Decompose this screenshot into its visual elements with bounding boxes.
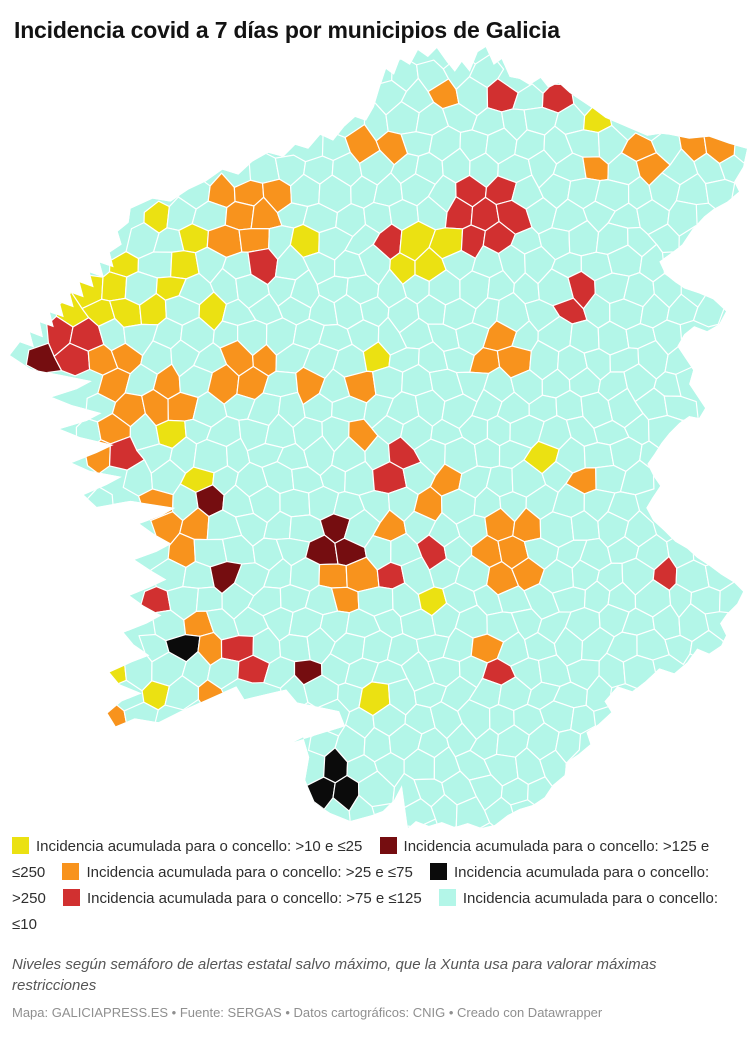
legend-label: Incidencia acumulada para o concello: >2… xyxy=(12,864,710,907)
legend-swatch-red xyxy=(62,889,80,906)
municipality-cell[interactable] xyxy=(473,437,501,469)
municipality-cell[interactable] xyxy=(318,563,348,589)
legend-swatch-orange xyxy=(62,863,80,880)
municipality-cell[interactable] xyxy=(248,152,280,184)
legend-swatch-black xyxy=(429,863,447,880)
credits-line: Mapa: GALICIAPRESS.ES • Fuente: SERGAS •… xyxy=(12,1005,603,1020)
legend-item: Incidencia acumulada para o concello: >2… xyxy=(12,863,710,907)
municipality-cell[interactable] xyxy=(583,441,615,469)
legend-swatch-darkred xyxy=(379,837,397,854)
legend-label: Incidencia acumulada para o concello: >7… xyxy=(86,890,422,907)
municipality-cell[interactable] xyxy=(195,586,223,612)
legend-item: Incidencia acumulada para o concello: >1… xyxy=(12,837,710,881)
legend-swatch-cyan xyxy=(438,889,456,906)
legend-item: Incidencia acumulada para o concello: >2… xyxy=(62,863,413,881)
choropleth-map[interactable] xyxy=(0,44,756,832)
municipality-cell[interactable] xyxy=(582,156,610,182)
footnote: Niveles según semáforo de alertas estata… xyxy=(12,956,657,994)
legend-item: Incidencia acumulada para o concello: >1… xyxy=(12,837,363,855)
galicia-map-svg[interactable] xyxy=(0,44,756,832)
legend-label: Incidencia acumulada para o concello: >2… xyxy=(86,864,413,881)
legend-swatch-yellow xyxy=(12,837,29,854)
legend-label: Incidencia acumulada para o concello: ≤1… xyxy=(12,890,719,933)
municipality-cell[interactable] xyxy=(622,654,657,690)
municipality-cell[interactable] xyxy=(570,704,597,735)
municipality-cell[interactable] xyxy=(224,200,255,231)
municipality-cell[interactable] xyxy=(279,488,311,518)
municipality-cell[interactable] xyxy=(95,654,127,688)
legend-item: Incidencia acumulada para o concello: >7… xyxy=(62,889,422,907)
legend-item: Incidencia acumulada para o concello: ≤1… xyxy=(12,889,719,933)
legend: Incidencia acumulada para o concello: >1… xyxy=(12,834,744,938)
legend-label: Incidencia acumulada para o concello: >1… xyxy=(12,838,710,881)
page-title: Incidencia covid a 7 días por municipios… xyxy=(14,17,560,43)
legend-label: Incidencia acumulada para o concello: >1… xyxy=(36,838,363,855)
municipality-cell[interactable] xyxy=(101,271,128,302)
